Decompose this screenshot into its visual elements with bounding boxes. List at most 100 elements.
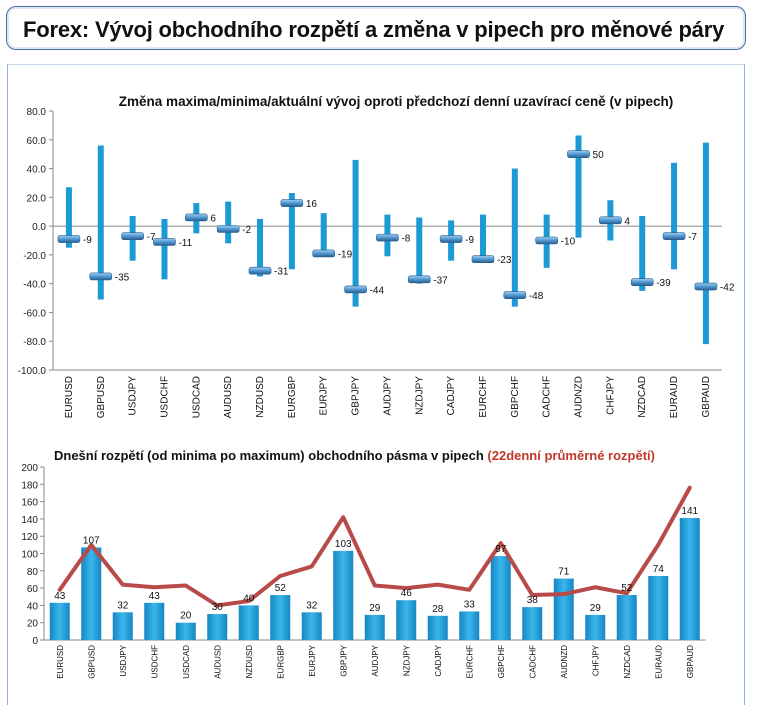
chart2-range-bar: [364, 614, 385, 640]
chart2-value-label: 52: [621, 583, 633, 594]
chart1-category-label: NZDUSD: [255, 376, 266, 418]
chart1-current-marker: [439, 235, 463, 243]
chart1-category-label: USDCAD: [191, 376, 202, 418]
chart2-value-label: 46: [401, 588, 413, 599]
chart2-ytick-label: 20: [27, 619, 39, 630]
chart1-current-marker: [535, 236, 558, 245]
chart1-current-marker: [248, 266, 272, 275]
chart2-category-label: USDJPY: [119, 644, 128, 676]
chart2-value-label: 20: [180, 611, 192, 622]
range-change-chart: Změna maxima/minima/aktuální vývoj oprot…: [18, 94, 735, 418]
chart-panel: [7, 64, 745, 705]
chart2-range-bar: [648, 575, 669, 640]
chart1-value-label: -19: [338, 249, 353, 260]
chart2-range-bar: [616, 595, 637, 640]
chart2-range-bar: [396, 600, 417, 640]
chart1-range-bar: [65, 187, 72, 248]
chart1-category-label: GBPAUD: [701, 376, 712, 418]
chart1-ytick-label: 60.0: [27, 136, 47, 147]
chart1-category-label: GBPCHF: [510, 376, 521, 418]
chart2-ytick-label: 180: [21, 480, 38, 491]
chart1-range-bar: [257, 218, 264, 277]
chart1-range-bar: [479, 214, 486, 261]
chart2-value-label: 43: [54, 591, 66, 602]
chart2-range-bar: [112, 612, 133, 640]
chart2-category-label: NZDJPY: [402, 644, 411, 676]
chart2-value-label: 141: [681, 506, 698, 517]
chart2-range-bar: [490, 556, 511, 640]
chart2-value-label: 40: [243, 593, 255, 604]
chart1-value-label: 4: [624, 216, 630, 227]
chart2-category-label: EURCHF: [465, 645, 474, 678]
chart2-range-bar: [679, 518, 700, 640]
chart1-current-marker: [694, 282, 718, 291]
chart2-category-label: CADJPY: [434, 644, 443, 676]
chart1-current-marker: [630, 278, 654, 287]
chart2-range-bar: [207, 614, 228, 640]
chart2-category-label: EURGBP: [276, 645, 285, 679]
chart1-current-marker: [503, 291, 527, 299]
chart1-ytick-label: 40.0: [27, 165, 47, 176]
chart2-value-label: 29: [369, 603, 381, 614]
chart2-category-label: EURJPY: [308, 644, 317, 676]
chart1-category-label: EURJPY: [319, 376, 330, 416]
chart2-range-bar: [270, 595, 291, 640]
chart1-category-label: CHFJPY: [605, 376, 616, 415]
chart2-range-bar: [238, 605, 259, 640]
chart2-value-label: 107: [83, 535, 100, 546]
chart2-title-highlight: (22denní průměrné rozpětí): [487, 448, 655, 463]
chart2-ytick-label: 120: [21, 532, 38, 543]
chart1-range-bar: [671, 162, 678, 270]
chart1-current-marker: [662, 232, 686, 240]
chart1-current-marker: [312, 249, 336, 258]
chart2-range-bar: [81, 547, 102, 640]
chart2-ytick-label: 0: [32, 636, 38, 647]
chart1-value-label: 50: [593, 150, 605, 161]
header-box: Forex: Vývoj obchodního rozpětí a změna …: [6, 6, 746, 50]
chart2-range-bar: [459, 611, 480, 640]
page-title: Forex: Vývoj obchodního rozpětí a změna …: [23, 17, 725, 42]
chart2-category-label: GBPUSD: [87, 645, 96, 679]
chart2-category-label: NZDUSD: [245, 645, 254, 679]
chart1-range-bar: [702, 142, 709, 345]
chart2-average-line: [57, 485, 692, 608]
chart2-category-label: AUDJPY: [371, 644, 380, 676]
chart2-range-bar: [175, 622, 196, 640]
chart1-category-label: EURGBP: [287, 376, 298, 419]
chart1-category-label: AUDJPY: [382, 376, 393, 416]
chart1-range-bar: [416, 217, 423, 284]
chart2-value-label: 38: [527, 595, 539, 606]
chart1-title: Změna maxima/minima/aktuální vývoj oprot…: [119, 94, 673, 109]
chart2-value-label: 32: [306, 600, 318, 611]
chart1-range-bar: [225, 201, 232, 244]
chart1-current-marker: [407, 275, 431, 284]
chart1-current-marker: [567, 150, 590, 158]
chart1-value-label: 6: [210, 213, 216, 224]
chart1-category-label: NZDCAD: [637, 376, 648, 418]
chart1-value-label: -7: [688, 232, 697, 243]
chart1-ytick-label: 80.0: [27, 107, 47, 118]
chart2-category-label: GBPCHF: [497, 645, 506, 678]
chart2-range-bar: [333, 550, 354, 640]
chart2-ytick-label: 100: [21, 550, 38, 561]
chart1-range-bar: [97, 145, 104, 300]
chart1-current-marker: [121, 232, 144, 240]
chart1-category-label: USDJPY: [128, 376, 139, 416]
chart1-current-marker: [185, 213, 208, 222]
chart2-ytick-label: 200: [21, 463, 38, 474]
chart1-current-marker: [344, 285, 367, 294]
chart1-current-marker: [153, 238, 176, 246]
chart1-value-label: -23: [497, 255, 512, 266]
chart2-range-bar: [301, 612, 322, 640]
chart1-value-label: -9: [83, 235, 92, 246]
chart1-range-bar: [639, 216, 646, 291]
chart1-category-label: EURUSD: [64, 376, 75, 418]
chart1-value-label: 16: [306, 199, 318, 210]
chart1-value-label: -35: [115, 272, 130, 283]
chart2-value-label: 33: [464, 599, 476, 610]
chart2-ytick-label: 40: [27, 601, 39, 612]
chart2-value-label: 28: [432, 604, 444, 615]
chart1-range-bar: [161, 218, 168, 280]
chart1-category-label: AUDUSD: [223, 376, 234, 418]
